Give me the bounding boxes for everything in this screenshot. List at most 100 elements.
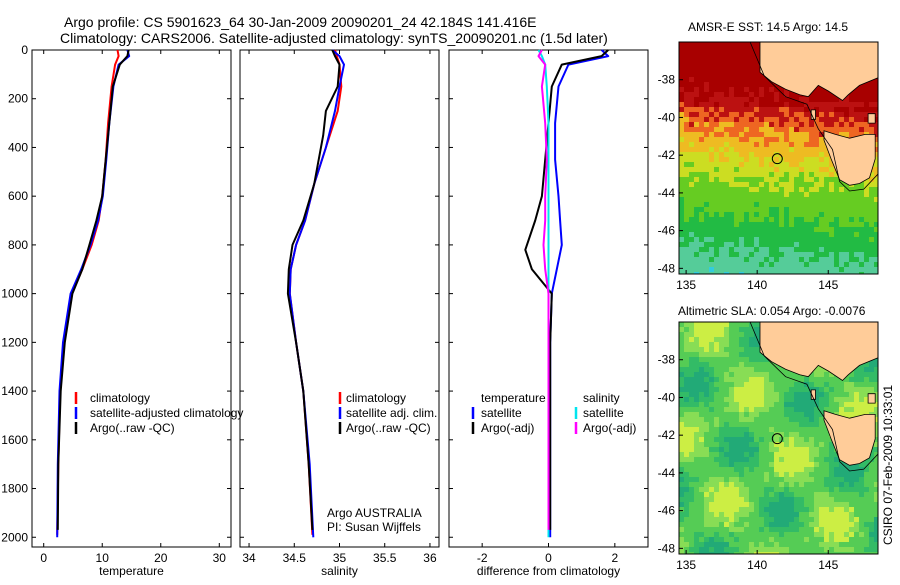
map-cell	[814, 257, 820, 263]
map-cell	[824, 397, 830, 403]
map-cell	[729, 112, 735, 118]
map-cell	[779, 382, 785, 388]
map-cell	[789, 152, 795, 158]
map-cell	[849, 247, 855, 253]
map-cell	[824, 187, 830, 193]
legend-label-argo: Argo(..raw -QC)	[346, 421, 431, 435]
map-cell	[684, 392, 690, 398]
map-cell	[759, 407, 765, 413]
map-cell	[864, 257, 870, 263]
map-cell	[709, 82, 715, 88]
map-cell	[799, 532, 805, 538]
map-cell	[734, 507, 740, 513]
map-cell	[834, 542, 840, 548]
map-cell	[844, 532, 850, 538]
map-cell	[769, 487, 775, 493]
map-cell	[854, 192, 860, 198]
map-cell	[854, 232, 860, 238]
map-cell	[809, 427, 815, 433]
map-cell	[874, 442, 878, 448]
map-cell	[699, 117, 705, 123]
map-cell	[859, 237, 865, 243]
map-cell	[699, 212, 705, 218]
map-cell	[754, 232, 760, 238]
map-cell	[849, 197, 855, 203]
map-cell	[759, 237, 765, 243]
map-cell	[759, 197, 765, 203]
map-cell	[814, 117, 820, 123]
map-cell	[794, 542, 800, 548]
map-cell	[684, 237, 690, 243]
map-cell	[714, 327, 720, 333]
map-cell	[799, 422, 805, 428]
x-tick-label: 30	[213, 551, 227, 565]
map-cell	[779, 502, 785, 508]
map-cell	[754, 187, 760, 193]
map-cell	[689, 397, 695, 403]
map-cell	[869, 502, 875, 508]
map-cell	[834, 552, 840, 554]
map-cell	[749, 377, 755, 383]
map-cell	[829, 262, 835, 268]
map-cell	[719, 362, 725, 368]
map-cell	[779, 547, 785, 553]
map-cell	[779, 237, 785, 243]
map-cell	[694, 247, 700, 253]
map-cell	[749, 142, 755, 148]
map-cell	[859, 97, 865, 103]
map-cell	[739, 407, 745, 413]
map-cell	[799, 187, 805, 193]
map-cell	[714, 192, 720, 198]
map-cell	[749, 522, 755, 528]
map-cell	[819, 247, 825, 253]
map-cell	[809, 537, 815, 543]
map-cell	[709, 117, 715, 123]
map-cell	[824, 527, 830, 533]
map-cell	[694, 52, 700, 58]
map-cell	[724, 357, 730, 363]
mainland-land	[759, 42, 878, 102]
map-cell	[759, 167, 765, 173]
map-cell	[794, 527, 800, 533]
map-cell	[834, 482, 840, 488]
map-cell	[734, 167, 740, 173]
map-cell	[794, 377, 800, 383]
map-cell	[774, 112, 780, 118]
map-cell	[679, 467, 685, 473]
map-cell	[684, 177, 690, 183]
map-cell	[729, 532, 735, 538]
map-cell	[844, 392, 850, 398]
map-cell	[864, 122, 870, 128]
map-cell	[724, 432, 730, 438]
map-cell	[689, 167, 695, 173]
map-cell	[699, 217, 705, 223]
map-cell	[864, 117, 870, 123]
map-cell	[714, 212, 720, 218]
map-cell	[699, 442, 705, 448]
map-cell	[814, 492, 820, 498]
map-cell	[774, 482, 780, 488]
map-cell	[854, 107, 860, 113]
map-cell	[804, 457, 810, 463]
map-cell	[689, 152, 695, 158]
map-cell	[769, 217, 775, 223]
map-cell	[814, 187, 820, 193]
map-cell	[679, 57, 685, 63]
map-cell	[779, 552, 785, 554]
map-cell	[754, 547, 760, 553]
map-cell	[724, 202, 730, 208]
map-cell	[784, 387, 790, 393]
map-cell	[679, 72, 685, 78]
map-cell	[744, 512, 750, 518]
map-cell	[824, 97, 830, 103]
map-cell	[724, 367, 730, 373]
map-cell	[739, 532, 745, 538]
map-cell	[734, 67, 740, 73]
map-cell	[784, 382, 790, 388]
map-cell	[814, 437, 820, 443]
map-cell	[844, 462, 850, 468]
flinders-island-land	[867, 113, 876, 124]
map-cell	[844, 252, 850, 258]
map-cell	[699, 322, 705, 328]
map-cell	[719, 487, 725, 493]
